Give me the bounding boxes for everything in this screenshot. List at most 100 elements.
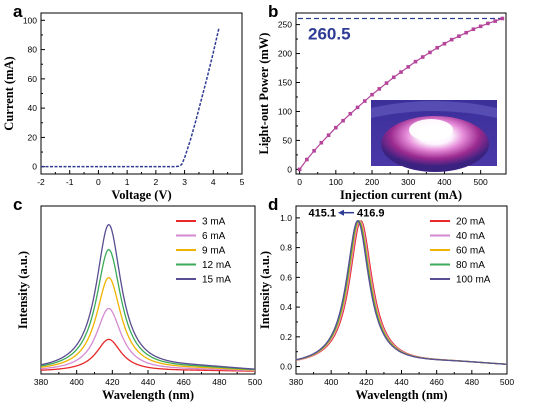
x-tick-label: 0 bbox=[96, 177, 101, 187]
y-axis-label: Light-out Power (mW) bbox=[257, 33, 271, 155]
y-tick-label: 100 bbox=[278, 106, 292, 116]
lop-marker bbox=[413, 59, 418, 64]
y-tick-label: 60 bbox=[28, 74, 38, 84]
panel-d: d 380 400 420 440 460 480 500 Wavelength (nm) 0.0… bbox=[258, 195, 514, 402]
x-tick-label: 480 bbox=[465, 377, 479, 387]
x-tick-label: 460 bbox=[430, 377, 444, 387]
x-tick-label: 420 bbox=[359, 377, 373, 387]
x-axis-label: Injection current (mA) bbox=[340, 188, 462, 202]
lop-marker bbox=[312, 149, 316, 153]
lop-marker bbox=[420, 55, 425, 59]
inset-chip-glow bbox=[381, 116, 489, 172]
lop-marker bbox=[478, 24, 483, 29]
x-tick-label: -2 bbox=[37, 177, 45, 187]
spectrum-c-2 bbox=[40, 276, 256, 371]
plot-frame bbox=[40, 12, 243, 175]
legend-label: 6 mA bbox=[202, 231, 226, 242]
lop-marker bbox=[384, 81, 389, 85]
x-tick-label: 380 bbox=[34, 377, 48, 387]
y-tick-label: 0.2 bbox=[280, 332, 292, 342]
legend-label: 3 mA bbox=[202, 217, 226, 228]
iv-curve bbox=[41, 27, 220, 168]
legend-label: 20 mA bbox=[456, 217, 485, 228]
spectrum-d-4 bbox=[295, 220, 508, 365]
y-axis-label: Intensity (a.u.) bbox=[16, 251, 30, 329]
panel-b: b 0 100 200 300 400 500 Injection current (mA) 0… bbox=[257, 2, 507, 202]
lop-marker bbox=[334, 125, 338, 130]
inset-glare bbox=[371, 101, 497, 118]
x-tick-label: 0 bbox=[297, 177, 302, 187]
x-tick-label: 400 bbox=[324, 377, 338, 387]
y-axis-label: Intensity (a.u.) bbox=[258, 251, 272, 329]
y-tick-label: 20 bbox=[28, 132, 38, 142]
y-tick-label: 0 bbox=[287, 164, 292, 174]
lop-marker bbox=[449, 37, 454, 42]
y-tick-label: 40 bbox=[28, 103, 38, 113]
x-tick-label: 5 bbox=[240, 177, 245, 187]
x-tick-label: 1 bbox=[125, 177, 130, 187]
panel-letter-b: b bbox=[268, 2, 278, 21]
panel-letter-d: d bbox=[268, 195, 278, 214]
panel-letter-a: a bbox=[13, 2, 23, 21]
inset-hotspot bbox=[409, 119, 453, 141]
lop-marker bbox=[326, 133, 331, 137]
lop-marker bbox=[399, 70, 403, 74]
x-tick-label: 200 bbox=[365, 177, 379, 187]
lop-marker bbox=[370, 92, 374, 97]
x-tick-label: 440 bbox=[141, 377, 155, 387]
x-tick-label: 460 bbox=[177, 377, 191, 387]
spectrum-c-0 bbox=[40, 338, 256, 372]
lop-marker bbox=[348, 111, 353, 116]
x-tick-label: 3 bbox=[182, 177, 187, 187]
lop-marker bbox=[486, 21, 490, 26]
max-power-label: 260.5 bbox=[308, 25, 351, 44]
lop-marker bbox=[305, 157, 309, 162]
y-tick-label: 200 bbox=[278, 49, 292, 59]
panel-letter-c: c bbox=[13, 195, 22, 214]
legend-label: 80 mA bbox=[456, 260, 485, 271]
legend-label: 60 mA bbox=[456, 246, 485, 257]
legend-label: 100 mA bbox=[456, 275, 491, 286]
x-tick-label: 100 bbox=[329, 177, 343, 187]
y-axis-label: Current (mA) bbox=[2, 56, 16, 130]
y-tick-label: 1.0 bbox=[280, 213, 292, 223]
legend-label: 12 mA bbox=[202, 260, 231, 271]
x-axis-label: Wavelength (nm) bbox=[102, 388, 194, 402]
plot-frame bbox=[295, 12, 507, 175]
spectrum-c-4 bbox=[40, 223, 256, 370]
x-tick-label: 440 bbox=[394, 377, 408, 387]
lop-marker bbox=[362, 99, 367, 103]
x-tick-label: 4 bbox=[211, 177, 216, 187]
x-tick-label: 500 bbox=[500, 377, 514, 387]
x-tick-label: 400 bbox=[70, 377, 84, 387]
legend-label: 40 mA bbox=[456, 231, 485, 242]
x-tick-label: 300 bbox=[401, 177, 415, 187]
x-tick-label: 2 bbox=[153, 177, 158, 187]
x-tick-label: 480 bbox=[212, 377, 226, 387]
lop-marker bbox=[493, 19, 497, 23]
y-tick-label: 0.8 bbox=[280, 243, 292, 253]
lop-marker bbox=[500, 16, 505, 21]
spectrum-c-1 bbox=[40, 307, 256, 372]
legend-label: 15 mA bbox=[202, 275, 231, 286]
legend-label: 9 mA bbox=[202, 246, 226, 257]
y-tick-label: 150 bbox=[278, 77, 292, 87]
lop-marker bbox=[355, 105, 360, 110]
y-tick-label: 0.4 bbox=[280, 302, 292, 312]
panel-c: c 380 400 420 440 460 480 500 Wavelength (nm) Int… bbox=[13, 195, 262, 402]
lop-marker bbox=[464, 30, 468, 35]
x-axis-label: Voltage (V) bbox=[111, 188, 171, 202]
x-axis-label: Wavelength (nm) bbox=[355, 388, 447, 402]
peak-shift-to-label: 415.1 bbox=[308, 208, 336, 220]
y-tick-label: 50 bbox=[283, 135, 293, 145]
y-tick-label: 0.0 bbox=[280, 362, 292, 372]
y-tick-label: 100 bbox=[23, 15, 37, 25]
y-tick-label: 0.6 bbox=[280, 272, 292, 282]
lop-marker bbox=[435, 45, 440, 50]
x-tick-label: 500 bbox=[248, 377, 262, 387]
spectrum-d-3 bbox=[295, 219, 508, 365]
lop-marker bbox=[341, 118, 345, 123]
lop-marker bbox=[319, 140, 324, 145]
x-tick-label: 380 bbox=[289, 377, 303, 387]
